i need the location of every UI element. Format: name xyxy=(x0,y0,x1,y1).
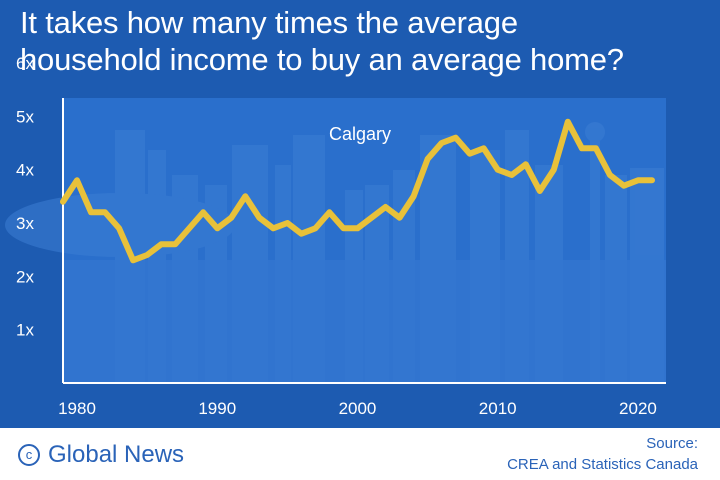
series-line-calgary xyxy=(60,118,655,264)
y-tick-label: 3x xyxy=(16,214,34,233)
chart-panel: It takes how many times the average hous… xyxy=(0,0,720,428)
headline: It takes how many times the average hous… xyxy=(20,4,710,78)
y-tick-label: 1x xyxy=(16,321,34,340)
y-tick-label: 4x xyxy=(16,161,34,180)
skyline-silhouette xyxy=(5,122,666,383)
brand-logo: c Global News xyxy=(18,440,184,470)
y-tick-labels: 1x 2x 3x 4x 5x 6x xyxy=(16,54,34,340)
y-tick-label: 5x xyxy=(16,107,34,126)
source-name: CREA and Statistics Canada xyxy=(507,456,698,473)
series-annotation-calgary: Calgary xyxy=(329,124,391,144)
brand-name: Global News xyxy=(48,441,185,468)
source-label: Source: xyxy=(646,435,698,452)
x-tick-labels: 1980 1990 2000 2010 2020 xyxy=(58,399,657,418)
line-chart: 1x 2x 3x 4x 5x 6x 1980 1990 2000 2010 2020 Calgar… xyxy=(5,54,666,418)
y-tick-label: 6x xyxy=(16,54,34,73)
copyright-icon: c xyxy=(18,444,40,466)
axis-frame xyxy=(62,98,666,384)
x-tick-label: 2020 xyxy=(619,399,657,418)
series-layer xyxy=(60,118,655,264)
headline-line-1: It takes how many times the average xyxy=(20,5,518,40)
footer: c Global News Source: CREA and Statistic… xyxy=(0,428,720,480)
x-tick-label: 1990 xyxy=(198,399,236,418)
source-credit: Source: CREA and Statistics Canada xyxy=(507,433,698,475)
x-tick-label: 1980 xyxy=(58,399,96,418)
headline-line-2: household income to buy an average home? xyxy=(20,42,624,77)
y-tick-label: 2x xyxy=(16,267,34,286)
x-tick-label: 2000 xyxy=(339,399,377,418)
x-tick-label: 2010 xyxy=(479,399,517,418)
